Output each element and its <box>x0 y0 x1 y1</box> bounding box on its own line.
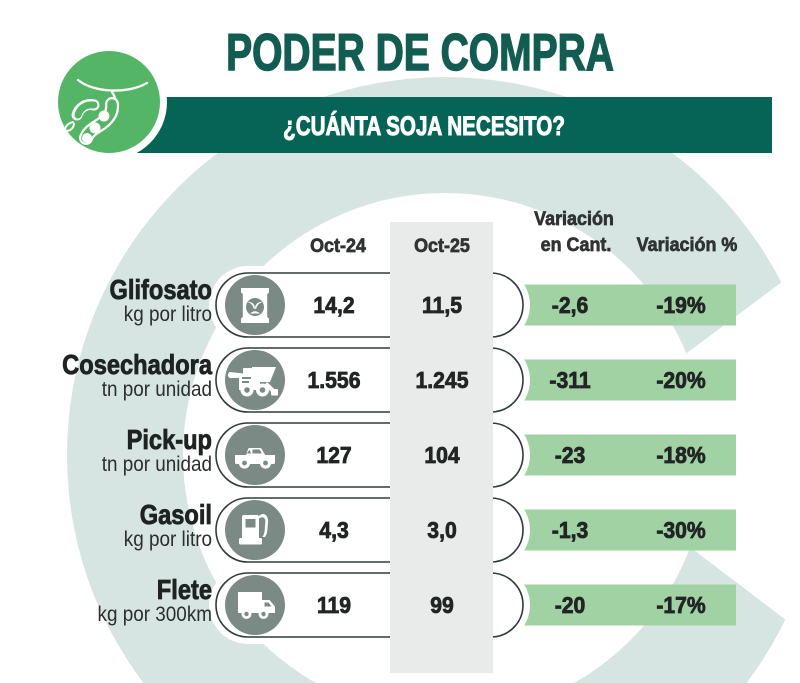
svg-text:Pick-up: Pick-up <box>127 425 212 455</box>
svg-text:4,3: 4,3 <box>319 517 348 543</box>
svg-text:-19%: -19% <box>656 292 706 318</box>
svg-text:-2,6: -2,6 <box>552 292 588 318</box>
svg-text:-23: -23 <box>555 442 586 468</box>
svg-text:-18%: -18% <box>656 442 706 468</box>
svg-text:11,5: 11,5 <box>422 292 462 318</box>
svg-text:119: 119 <box>317 592 351 618</box>
svg-text:-20%: -20% <box>656 367 706 393</box>
svg-text:14,2: 14,2 <box>313 292 354 318</box>
svg-text:Glifosato: Glifosato <box>110 275 212 305</box>
svg-text:Flete: Flete <box>157 575 212 605</box>
svg-text:PODER DE COMPRA: PODER DE COMPRA <box>226 22 614 81</box>
svg-text:-311: -311 <box>549 367 590 393</box>
svg-text:tn por unidad: tn por unidad <box>102 378 212 401</box>
svg-text:127: 127 <box>316 442 351 468</box>
svg-text:¿CUÁNTA SOJA NECESITO?: ¿CUÁNTA SOJA NECESITO? <box>283 110 565 141</box>
svg-text:3,0: 3,0 <box>427 517 456 543</box>
svg-text:-1,3: -1,3 <box>552 517 588 543</box>
svg-text:tn por unidad: tn por unidad <box>102 453 212 476</box>
svg-text:Variación: Variación <box>534 207 614 229</box>
svg-text:-17%: -17% <box>656 592 706 618</box>
svg-text:kg por litro: kg por litro <box>124 303 212 326</box>
svg-text:kg por 300km: kg por 300km <box>98 603 212 626</box>
svg-text:en Cant.: en Cant. <box>541 233 612 255</box>
svg-text:Gasoil: Gasoil <box>140 500 212 530</box>
svg-text:Oct-24: Oct-24 <box>310 234 366 256</box>
svg-text:104: 104 <box>424 442 460 468</box>
svg-text:1.556: 1.556 <box>308 367 361 393</box>
svg-text:Oct-25: Oct-25 <box>414 234 470 256</box>
svg-text:kg por litro: kg por litro <box>124 528 212 551</box>
svg-text:-20: -20 <box>555 592 586 618</box>
svg-text:Variación %: Variación % <box>637 233 738 255</box>
svg-text:Cosechadora: Cosechadora <box>62 350 212 380</box>
svg-text:99: 99 <box>430 592 454 618</box>
svg-text:1.245: 1.245 <box>416 367 469 393</box>
svg-text:-30%: -30% <box>656 517 706 543</box>
